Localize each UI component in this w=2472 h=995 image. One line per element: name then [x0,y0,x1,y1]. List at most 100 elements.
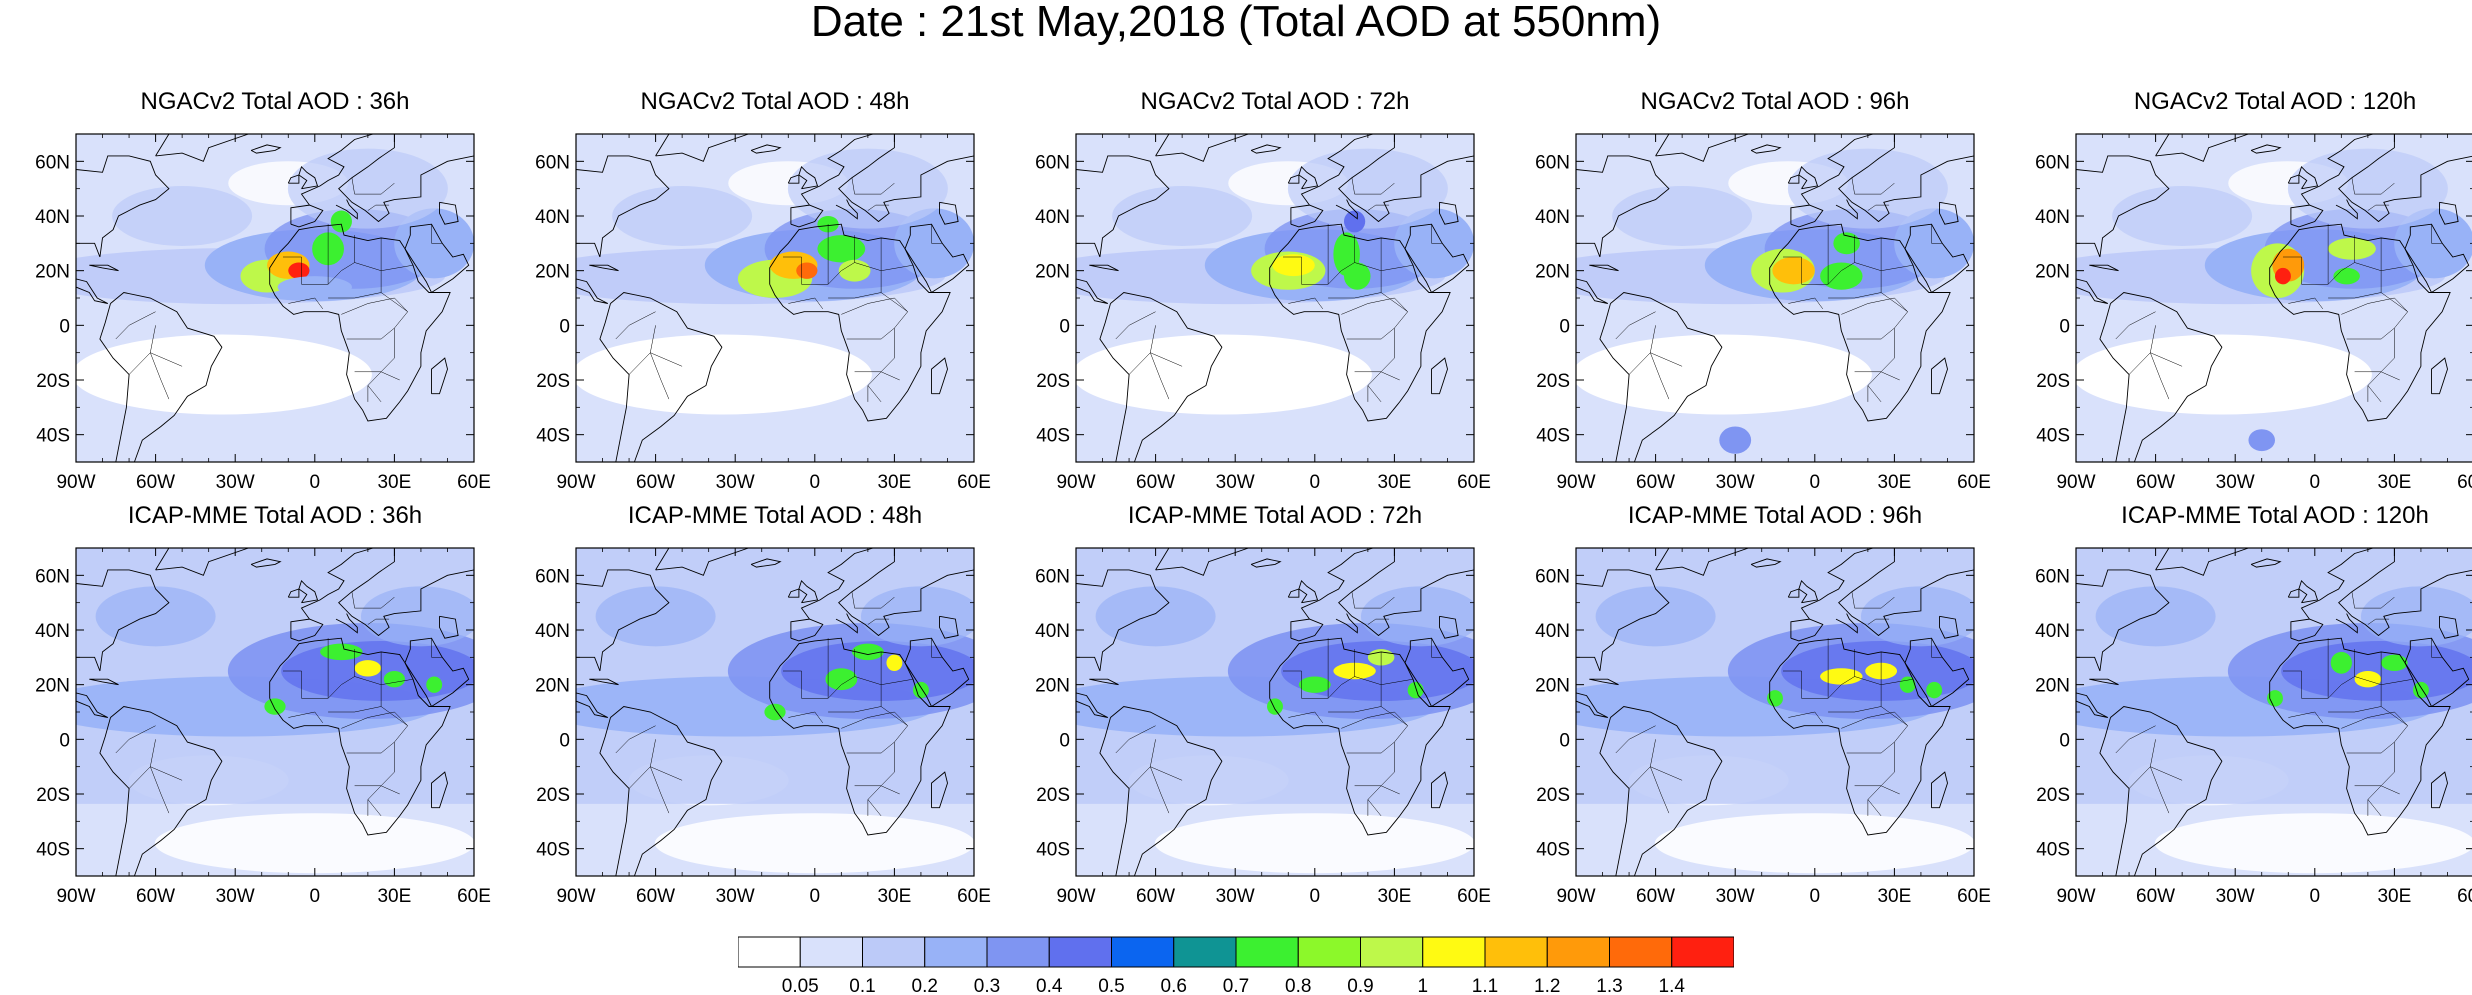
coastline-caspian [2439,615,2459,639]
border-line [351,177,395,195]
border-line [341,711,408,729]
lon-tick-label: 60W [1136,886,1175,907]
border-line [2128,352,2183,375]
coastline-caspian [2439,201,2459,225]
coastline-europe [1790,134,1974,225]
border-line [841,711,908,729]
lon-tick-label: 0 [1810,472,1821,493]
colorbar-swatch [1048,936,1112,968]
colorbar-label: 0.9 [1347,976,1373,994]
coastline-greenland [1655,134,1749,162]
aod-field [76,548,474,876]
lon-tick-label: 30E [1377,472,1411,493]
lat-tick-label: 20N [2035,676,2070,697]
lat-tick-label: 20N [535,676,570,697]
border-line [846,741,895,754]
country-borders [615,591,943,817]
coastlines [2076,134,2472,462]
colorbar-label: 1.3 [1596,976,1622,994]
coastline-europe [790,134,974,225]
coastline-italy [335,199,358,220]
coastline-europe [1290,134,1474,225]
lon-tick-label: 60E [1957,472,1991,493]
border-line [1283,256,1382,299]
coastline-arabia [404,637,470,708]
panel-title: NGACv2 Total AOD : 72h [1140,88,1410,115]
lon-tick-label: 30E [1377,886,1411,907]
coastline-iberia [290,618,324,642]
border-line [346,327,395,340]
lat-tick-label: 20N [535,262,570,283]
colorbar-swatch [1422,936,1486,968]
coastline-iberia [1290,618,1324,642]
lon-tick-label: 0 [810,886,821,907]
border-line [1115,311,1156,340]
coastline-cuba [1089,264,1119,272]
country-borders [115,177,443,403]
coastline-northAmerica [576,569,670,672]
colorbar-label: 0.5 [1098,976,1124,994]
coastline-southAmerica [1599,292,1723,462]
border-line [2283,670,2382,713]
coastline-southAmerica [1599,706,1723,876]
lat-tick-label: 40S [1036,426,1070,447]
coastline-africa [2269,637,2451,836]
border-line [431,638,443,658]
border-line [2128,766,2183,789]
lat-tick-label: 40N [1035,207,1070,228]
border-line [288,297,324,310]
coastline-cuba [89,264,119,272]
lon-tick-label: 30E [877,472,911,493]
coastline-africa [269,223,451,422]
coastline-centralAmerica [2076,692,2109,718]
lon-tick-label: 0 [810,472,821,493]
coastline-northAmerica [1076,569,1170,672]
border-line [1351,591,1395,609]
border-line [380,651,414,685]
lon-tick-label: 60W [136,886,175,907]
aod-map: 90W 60W 30W 0 30E 60E 60N 40N 20N 0 20S 40S [1535,133,1991,493]
border-line [1115,725,1156,754]
coastline-italy [1335,199,1358,220]
panel-title: ICAP-MME Total AOD : 48h [627,502,923,529]
lat-tick-label: 20S [36,371,70,392]
coastline-arabia [904,223,970,294]
lat-tick-label: 0 [59,730,70,751]
lat-tick-label: 0 [1559,730,1570,751]
coastline-northAmerica [1576,569,1670,672]
coastline-iceland [2250,558,2282,568]
coastline-madagascar [1431,771,1448,809]
coastline-ireland [1287,174,1300,184]
aod-field [576,134,974,462]
coastline-africa [1269,223,1451,422]
coastlines [1576,134,1974,462]
lon-tick-label: 60W [136,472,175,493]
border-line [2367,618,2390,625]
border-line [1150,325,1170,400]
lat-tick-label: 40N [2035,621,2070,642]
coastline-europe [2290,548,2472,639]
border-line [931,224,943,244]
coastline-ireland [1787,174,1800,184]
lon-tick-label: 30E [377,472,411,493]
coastline-iceland [1750,558,1782,568]
lon-tick-label: 90W [556,886,595,907]
aod-map: 90W 60W 30W 0 30E 60E 60N 40N 20N 0 20S 40S [535,547,991,907]
coastline-africa [269,637,451,836]
lat-tick-label: 20N [2035,262,2070,283]
lat-tick-label: 40S [36,426,70,447]
coastline-italy [835,199,858,220]
coastline-northAmerica [1576,155,1670,258]
lon-tick-label: 30W [2216,886,2255,907]
coastline-europe [290,134,474,225]
border-line [1783,670,1882,713]
colorbar-swatch [1173,936,1237,968]
coastline-centralAmerica [76,278,109,304]
border-line [115,725,156,754]
border-line [1354,785,1400,795]
lon-tick-label: 60E [457,472,491,493]
border-line [1783,256,1882,299]
coastline-caspian [439,201,459,225]
border-line [788,297,824,310]
colorbar-swatch [1671,936,1734,968]
